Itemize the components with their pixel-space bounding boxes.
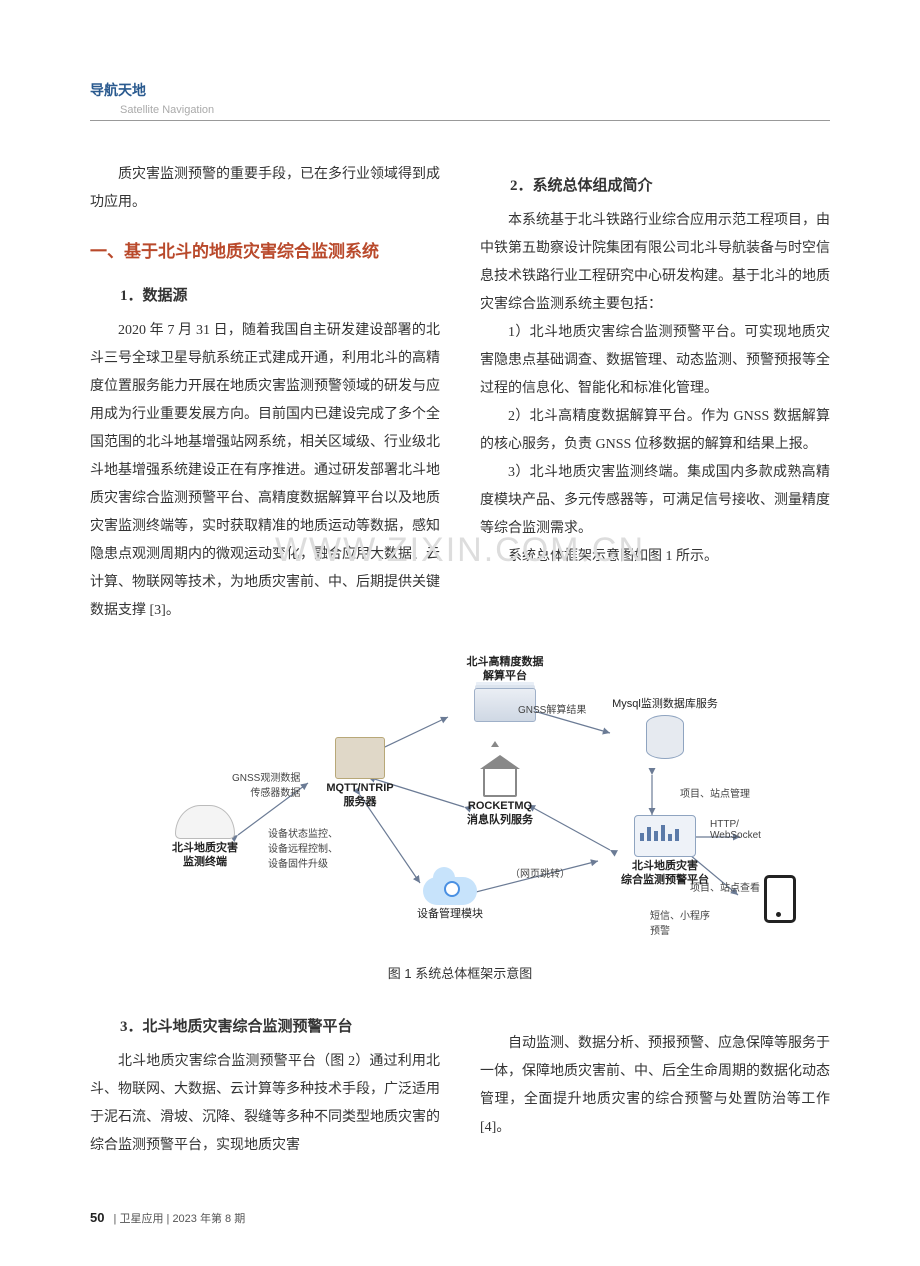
edge-page-jump: （网页跳转） — [510, 865, 570, 880]
edge-gnss-result: GNSS解算结果 — [518, 701, 586, 716]
section-3-left-para: 北斗地质灾害综合监测预警平台（图 2）通过利用北斗、物联网、大数据、云计算等多种… — [90, 1048, 440, 1160]
cloud-icon — [423, 877, 477, 905]
header-cn: 导航天地 — [90, 84, 146, 99]
body-columns: 质灾害监测预警的重要手段，已在多行业领域得到成功应用。 一、基于北斗的地质灾害综… — [90, 161, 830, 625]
para-3: 系统总体框架示意图如图 1 所示。 — [480, 543, 830, 571]
footer-mag: 卫星应用 — [119, 1213, 163, 1225]
subsection-1-heading: 1．数据源 — [90, 281, 440, 311]
figure-1-caption: 图 1 系统总体框架示意图 — [90, 963, 830, 982]
page-number: 50 — [90, 1210, 104, 1225]
left-column: 质灾害监测预警的重要手段，已在多行业领域得到成功应用。 一、基于北斗的地质灾害综… — [90, 161, 440, 625]
figure-1: 北斗高精度数据 解算平台 Mysql监测数据库服务 MQTT/NTRIP 服务器… — [90, 655, 830, 982]
section-1-heading: 一、基于北斗的地质灾害综合监测系统 — [90, 235, 440, 269]
page: 导航天地 Satellite Navigation 质灾害监测预警的重要手段，已… — [0, 0, 920, 1266]
list-item-1: 1）北斗地质灾害综合监测预警平台。可实现地质灾害隐患点基础调查、数据管理、动态监… — [480, 319, 830, 403]
node-mqtt-server: MQTT/NTRIP 服务器 — [300, 737, 420, 810]
node-db-label: Mysql监测数据库服务 — [612, 698, 718, 710]
edge-gnss-data: GNSS观测数据 传感器数据 — [232, 769, 300, 799]
right-column: 2．系统总体组成简介 本系统基于北斗铁路行业综合应用示范工程项目，由中铁第五勘察… — [480, 161, 830, 625]
header-en: Satellite Navigation — [120, 104, 214, 116]
edge-proj-view: 项目、站点查看 — [690, 879, 760, 894]
section-3-left: 3．北斗地质灾害综合监测预警平台 北斗地质灾害综合监测预警平台（图 2）通过利用… — [90, 1002, 440, 1160]
diagram: 北斗高精度数据 解算平台 Mysql监测数据库服务 MQTT/NTRIP 服务器… — [150, 655, 770, 955]
dashboard-icon — [634, 815, 696, 857]
node-terminal: 北斗地质灾害 监测终端 — [150, 805, 260, 870]
edge-proj-mgmt: 项目、站点管理 — [680, 785, 750, 800]
node-terminal-label: 北斗地质灾害 监测终端 — [172, 842, 238, 868]
gear-icon — [444, 881, 460, 897]
message-queue-icon — [483, 767, 517, 797]
edge-device-ctrl: 设备状态监控、 设备远程控制、 设备固件升级 — [268, 825, 338, 870]
database-icon — [646, 715, 684, 759]
footer-issue: 2023 年第 8 期 — [172, 1213, 245, 1225]
node-rocketmq-label: ROCKETMQ 消息队列服务 — [467, 800, 533, 826]
phone-icon — [764, 875, 796, 923]
node-rocketmq: ROCKETMQ 消息队列服务 — [450, 767, 550, 828]
para-2: 本系统基于北斗铁路行业综合应用示范工程项目，由中铁第五勘察设计院集团有限公司北斗… — [480, 207, 830, 319]
antenna-dome-icon — [175, 805, 235, 839]
page-header: 导航天地 Satellite Navigation — [90, 80, 830, 121]
edge-http-ws: HTTP/ WebSocket — [710, 819, 761, 841]
node-device-mgr: 设备管理模块 — [390, 877, 510, 921]
list-item-2: 2）北斗高精度数据解算平台。作为 GNSS 数据解算的核心服务，负责 GNSS … — [480, 403, 830, 459]
section-3-right: 自动监测、数据分析、预报预警、应急保障等服务于一体，保障地质灾害前、中、后全生命… — [480, 1002, 830, 1160]
edge-sms-alert: 短信、小程序 预警 — [650, 907, 710, 937]
list-item-3: 3）北斗地质灾害监测终端。集成国内多款成熟高精度模块产品、多元传感器等，可满足信… — [480, 459, 830, 543]
node-device-mgr-label: 设备管理模块 — [417, 908, 483, 920]
node-calc-platform-label: 北斗高精度数据 解算平台 — [467, 656, 544, 682]
intro-para: 质灾害监测预警的重要手段，已在多行业领域得到成功应用。 — [90, 161, 440, 217]
node-db-service: Mysql监测数据库服务 — [590, 697, 740, 759]
section-3-columns: 3．北斗地质灾害综合监测预警平台 北斗地质灾害综合监测预警平台（图 2）通过利用… — [90, 1002, 830, 1160]
server-icon — [335, 737, 385, 779]
page-footer: 50 | 卫星应用 | 2023 年第 8 期 — [90, 1210, 830, 1226]
para-1: 2020 年 7 月 31 日，随着我国自主研发建设部署的北斗三号全球卫星导航系… — [90, 317, 440, 625]
subsection-3-heading: 3．北斗地质灾害综合监测预警平台 — [90, 1012, 440, 1042]
node-server-label: MQTT/NTRIP 服务器 — [326, 782, 393, 808]
section-3-right-para: 自动监测、数据分析、预报预警、应急保障等服务于一体，保障地质灾害前、中、后全生命… — [480, 1030, 830, 1142]
subsection-2-heading: 2．系统总体组成简介 — [480, 171, 830, 201]
